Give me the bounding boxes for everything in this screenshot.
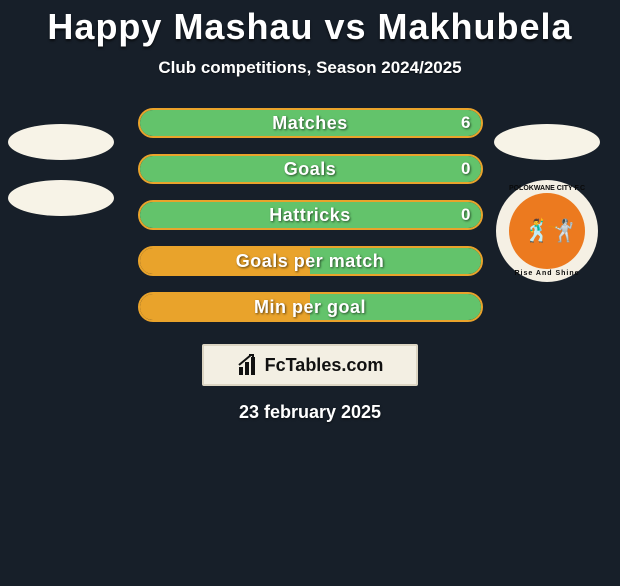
comparison-bar: Min per goal bbox=[138, 292, 483, 322]
avatar-placeholder bbox=[494, 124, 600, 160]
snapshot-date: 23 february 2025 bbox=[0, 402, 620, 423]
bar-label: Goals bbox=[140, 159, 481, 180]
avatar-placeholder bbox=[8, 124, 114, 160]
bar-label: Matches bbox=[140, 113, 481, 134]
comparison-bar: Hattricks0 bbox=[138, 200, 483, 230]
bar-label: Min per goal bbox=[140, 297, 481, 318]
comparison-bar: Goals per match bbox=[138, 246, 483, 276]
bar-value-right: 6 bbox=[461, 113, 470, 133]
fctables-brand-text: FcTables.com bbox=[265, 355, 384, 376]
club-crest-placeholder bbox=[8, 180, 114, 216]
crest-top-text: POLOKWANE CITY F.C bbox=[509, 185, 585, 192]
club-crest-polokwane: POLOKWANE CITY F.C 🕺🤺 Rise And Shine bbox=[496, 180, 598, 282]
bar-value-right: 0 bbox=[461, 205, 470, 225]
bar-value-right: 0 bbox=[461, 159, 470, 179]
comparison-bar: Matches6 bbox=[138, 108, 483, 138]
crest-bottom-text: Rise And Shine bbox=[514, 270, 579, 277]
left-player-column bbox=[8, 124, 114, 216]
right-player-column: POLOKWANE CITY F.C 🕺🤺 Rise And Shine bbox=[494, 124, 600, 282]
comparison-bar: Goals0 bbox=[138, 154, 483, 184]
page-title: Happy Mashau vs Makhubela bbox=[0, 6, 620, 48]
crest-players-icon: 🕺🤺 bbox=[524, 218, 571, 244]
crest-inner: 🕺🤺 bbox=[509, 193, 585, 269]
comparison-bars: Matches6Goals0Hattricks0Goals per matchM… bbox=[138, 108, 483, 322]
bar-chart-icon bbox=[237, 353, 261, 377]
page-subtitle: Club competitions, Season 2024/2025 bbox=[0, 58, 620, 78]
bar-label: Hattricks bbox=[140, 205, 481, 226]
bar-label: Goals per match bbox=[140, 251, 481, 272]
fctables-link[interactable]: FcTables.com bbox=[202, 344, 418, 386]
